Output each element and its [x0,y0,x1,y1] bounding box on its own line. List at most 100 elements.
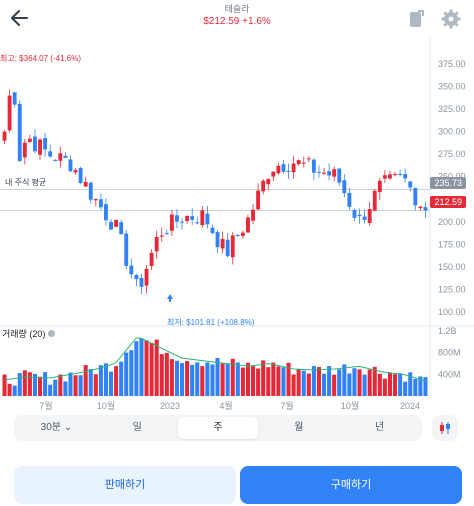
candle-body [215,231,220,248]
volume-bar [352,368,357,396]
volume-bar [43,372,48,396]
volume-bar [58,374,63,396]
volume-tick-label: 1.2B [438,326,457,336]
volume-bar [88,369,93,396]
sell-button[interactable]: 판매하기 [14,466,236,504]
period-week[interactable]: 주 [177,417,259,439]
volume-bar [169,359,174,396]
volume-label: 거래량 (20) [2,329,46,339]
candle-body [144,268,149,286]
stock-name: 테슬라 [224,4,250,14]
candle-body [109,221,113,230]
candle-body [225,239,230,257]
candle-body [205,213,210,225]
candle-body [261,180,266,192]
volume-bar [32,373,37,396]
volume-bar [337,369,342,396]
candle-body [149,252,154,267]
candle-body [53,159,58,162]
volume-bar [256,368,261,396]
volume-bar [393,374,398,396]
candle-body [327,171,332,176]
candle-body [68,159,73,172]
candle-body [139,277,144,287]
volume-bar [342,364,347,396]
candle-body [393,174,397,176]
stock-price-change: $212.59 +1.6% [203,16,271,27]
candle-body [119,222,124,235]
candle-body [306,158,311,160]
volume-bar [73,375,78,396]
price-tick-label: 325.00 [438,104,466,114]
info-icon[interactable] [48,330,56,337]
volume-bar [372,366,377,396]
period-day[interactable]: 일 [132,422,142,433]
volume-bar [78,375,83,396]
volume-bar [200,366,205,396]
crosshair-price-tag: 235.73 [430,177,466,189]
volume-bar [271,362,276,396]
x-tick-label: 2023 [160,401,180,411]
candle-type-icon[interactable] [432,415,458,441]
price-tick-label: 200.00 [438,217,466,227]
candle-body [347,192,352,207]
volume-bar [17,373,22,396]
period-month[interactable]: 월 [294,422,304,433]
gear-icon[interactable] [440,8,462,30]
x-tick-label: 10월 [341,400,359,411]
candle-body [33,136,37,152]
candle-body [301,162,306,164]
volume-bar [129,350,134,396]
candle-body [22,142,27,158]
volume-bar [210,364,215,396]
volume-bar [109,371,114,396]
volume-ma-line [4,337,426,382]
volume-bar [159,354,164,396]
back-arrow-icon[interactable] [8,6,32,30]
volume-bar [190,364,195,396]
candle-body [311,159,316,173]
candle-body [291,163,296,173]
candle-body [175,215,179,222]
volume-legend: 거래량 (20) [2,327,56,340]
my-average-label: 내 주식 평균 [5,178,47,187]
volume-bar [261,360,266,396]
buy-button[interactable]: 구매하기 [240,466,462,504]
candle-body [180,221,184,223]
volume-bar [220,363,225,396]
period-30min[interactable]: 30분 ⌄ [16,417,97,439]
price-tick-label: 150.00 [438,262,466,272]
period-30min-label: 30분 [40,422,61,433]
volume-bar [164,352,169,396]
volume-bar [347,373,352,396]
candle-body [322,172,326,174]
volume-bar [12,385,17,396]
volume-bar [276,366,281,396]
candle-body [337,168,342,183]
volume-bar [114,366,119,396]
volume-bar [7,383,12,396]
candle-body [418,206,423,209]
volume-bar [119,361,124,396]
candle-body [281,164,286,172]
candle-body [134,274,139,280]
volume-bar [403,381,408,396]
period-year[interactable]: 년 [374,422,385,433]
price-tick-label: 300.00 [438,127,466,137]
low-label: 최저: $101.81 (+108.8%) [167,318,255,327]
candle-body [83,181,88,187]
candle-body [342,180,347,194]
volume-bar [53,379,58,396]
candle-body [251,209,255,221]
candle-body [7,95,12,131]
candle-body [296,160,301,165]
volume-bar [215,357,220,396]
candle-body [220,238,225,249]
candle-body [12,92,17,105]
candle-body [256,190,261,210]
candle-body [317,171,321,173]
chart-canvas: 375.00350.00325.00300.00275.00250.00225.… [0,36,474,411]
document-icon[interactable] [406,8,428,30]
x-tick-label: 7월 [39,400,52,411]
price-chart[interactable]: 375.00350.00325.00300.00275.00250.00225.… [0,36,474,414]
